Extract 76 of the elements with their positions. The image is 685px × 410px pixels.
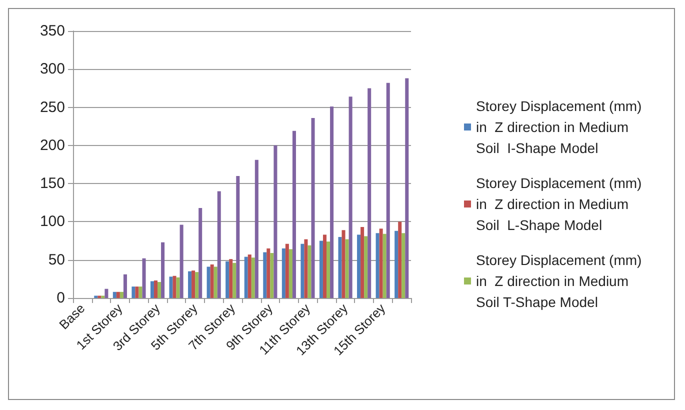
bar bbox=[386, 82, 390, 298]
bar bbox=[326, 242, 330, 298]
bar bbox=[154, 280, 158, 298]
bar bbox=[217, 191, 221, 298]
bar bbox=[364, 236, 368, 298]
bar bbox=[142, 258, 146, 298]
bar bbox=[229, 259, 233, 298]
bar bbox=[348, 96, 352, 298]
legend-label: Storey Displacement (mm) in Z direction in Medium Soil T-Shape Model bbox=[476, 252, 646, 310]
bar bbox=[405, 78, 409, 298]
bar bbox=[292, 130, 296, 298]
bar bbox=[360, 227, 364, 298]
bar bbox=[161, 242, 165, 298]
bar bbox=[319, 240, 323, 298]
bar bbox=[308, 245, 312, 298]
bar bbox=[338, 236, 342, 298]
bar bbox=[132, 286, 136, 298]
bar bbox=[198, 208, 202, 298]
y-tick-label: 0 bbox=[56, 290, 65, 306]
bar bbox=[282, 248, 286, 298]
bar bbox=[214, 266, 218, 298]
bar bbox=[357, 234, 361, 298]
legend-label: Storey Displacement (mm) in Z direction in Medium Soil L-Shape Model bbox=[476, 175, 646, 233]
y-tick-label: 350 bbox=[40, 22, 65, 40]
bar bbox=[248, 254, 252, 298]
bar bbox=[120, 292, 124, 298]
bar bbox=[304, 239, 308, 298]
bar bbox=[180, 224, 184, 298]
bar bbox=[210, 264, 214, 298]
bar bbox=[251, 258, 255, 298]
bar bbox=[195, 272, 199, 298]
y-tick-label: 100 bbox=[40, 213, 65, 230]
bar bbox=[244, 256, 248, 298]
bar bbox=[285, 244, 289, 298]
bar bbox=[330, 106, 334, 298]
bar bbox=[322, 234, 326, 298]
bar bbox=[236, 176, 240, 298]
bar bbox=[376, 233, 380, 298]
bar bbox=[288, 249, 292, 298]
bar bbox=[311, 118, 315, 298]
bar bbox=[176, 277, 180, 298]
bar bbox=[379, 228, 383, 298]
bar bbox=[254, 160, 258, 298]
bar bbox=[402, 233, 406, 298]
bar bbox=[135, 286, 139, 298]
bar bbox=[270, 252, 274, 298]
bar bbox=[300, 244, 304, 298]
y-tick-label: 50 bbox=[48, 251, 65, 268]
bar bbox=[342, 230, 346, 298]
bar bbox=[206, 266, 210, 298]
legend-label: Storey Displacement (mm) in Z direction in Medium Soil I-Shape Model bbox=[476, 98, 646, 156]
bar bbox=[266, 248, 270, 298]
bar bbox=[188, 271, 192, 298]
bar bbox=[232, 262, 236, 298]
bar bbox=[116, 292, 120, 298]
bar bbox=[112, 292, 116, 298]
bar bbox=[382, 234, 386, 298]
bar bbox=[394, 230, 398, 298]
bar bbox=[169, 276, 173, 298]
y-tick-label: 150 bbox=[40, 175, 65, 192]
y-tick-label: 300 bbox=[40, 60, 65, 78]
bar bbox=[368, 88, 372, 298]
bar bbox=[263, 252, 267, 298]
bar bbox=[158, 282, 162, 298]
bar bbox=[226, 261, 230, 298]
bar bbox=[172, 276, 176, 298]
bar bbox=[398, 222, 402, 298]
bar bbox=[150, 281, 154, 298]
bar bbox=[138, 286, 142, 298]
bar bbox=[123, 274, 127, 298]
bar bbox=[345, 239, 349, 298]
bar bbox=[104, 288, 108, 298]
bar bbox=[192, 270, 196, 298]
y-tick-label: 250 bbox=[40, 98, 65, 116]
y-tick-label: 200 bbox=[40, 136, 65, 154]
bar bbox=[274, 145, 278, 298]
